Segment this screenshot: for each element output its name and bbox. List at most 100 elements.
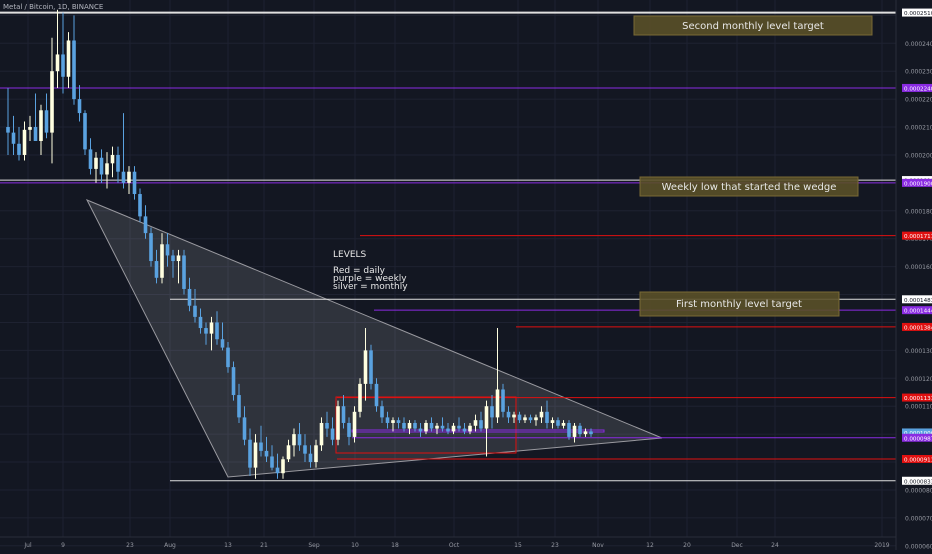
candle-body xyxy=(44,110,49,133)
chart-title: Metal / Bitcoin, 1D, BINANCE xyxy=(3,3,104,11)
candle-body xyxy=(286,445,291,460)
price-tag-label: 0.0000987 xyxy=(904,436,932,442)
candle-body xyxy=(127,171,131,183)
price-tag-bg xyxy=(902,83,932,92)
x-tick-label: 12 xyxy=(646,542,654,549)
candle-body xyxy=(308,453,313,463)
note-second-target[interactable]: Second monthly level target xyxy=(633,15,873,36)
note-box xyxy=(639,176,859,197)
candle-body xyxy=(237,395,241,418)
x-tick-label: Aug xyxy=(164,542,176,549)
candle-body xyxy=(314,445,318,463)
candle-body xyxy=(380,406,384,418)
candle-body xyxy=(39,110,43,141)
note-weekly-low[interactable]: Weekly low that started the wedge xyxy=(639,176,859,197)
x-tick-label: 23 xyxy=(126,542,134,549)
note-box xyxy=(633,15,873,36)
price-tag-label: 0.0001131 xyxy=(904,396,932,402)
candle-body xyxy=(567,422,571,437)
candle-body xyxy=(319,422,324,446)
candle-body xyxy=(347,422,351,437)
candle-body xyxy=(6,127,10,133)
candle-body xyxy=(171,255,175,262)
range-box-purple xyxy=(351,429,605,433)
candle-body xyxy=(132,171,137,195)
price-tag-bg xyxy=(902,454,932,463)
x-tick-label: 10 xyxy=(351,542,359,549)
price-tag-bg xyxy=(902,8,932,17)
candle-body xyxy=(226,347,230,368)
candle-body xyxy=(501,389,505,412)
price-tag-label: 0.0001711 xyxy=(904,234,932,240)
candle-body xyxy=(292,434,296,446)
candle-body xyxy=(561,422,566,426)
candle-body xyxy=(215,322,219,340)
candle-body xyxy=(50,71,54,133)
note-first-target[interactable]: First monthly level target xyxy=(639,291,840,317)
candle-body xyxy=(352,411,357,437)
candle-body xyxy=(94,157,98,169)
wedge-pattern xyxy=(85,199,663,478)
candle-body xyxy=(270,456,274,468)
candle-body xyxy=(11,132,16,144)
candle-body xyxy=(110,154,115,164)
candle-body xyxy=(391,420,395,423)
candle-body xyxy=(138,194,142,217)
candle-body xyxy=(424,422,428,432)
x-tick-label: Sep xyxy=(308,542,320,549)
legend-purple: purple = weekly xyxy=(333,274,407,284)
price-tag-bg xyxy=(902,322,932,331)
candle-body xyxy=(325,422,329,429)
x-tick-label: 18 xyxy=(391,542,399,549)
candle-body xyxy=(182,255,186,289)
candle-body xyxy=(534,417,538,421)
candle-body xyxy=(253,442,258,468)
candle-body xyxy=(457,425,461,429)
candle-body xyxy=(523,417,527,421)
wedge-polygon xyxy=(85,199,663,478)
price-tag-label: 0.0001384 xyxy=(904,325,932,331)
candle-body xyxy=(473,420,478,426)
candle-body xyxy=(479,420,483,429)
candle-body xyxy=(193,305,197,317)
levels-legend[interactable]: LEVELS Red = daily purple = weekly silve… xyxy=(333,250,408,292)
candle-body xyxy=(264,450,269,457)
candle-body xyxy=(407,422,412,429)
candle-body xyxy=(275,467,280,474)
candle-body xyxy=(66,40,71,77)
x-axis-ticks: Jul 9 23 Aug 13 21 Sep 10 18 Oct 15 23 Nov 12 20 Dec 24 2… xyxy=(23,542,889,549)
x-tick-label: 15 xyxy=(514,542,522,549)
candle-body xyxy=(341,406,346,423)
x-tick-label: 13 xyxy=(224,542,232,549)
candle-body xyxy=(385,417,390,423)
candle-body xyxy=(83,113,87,150)
candle-body xyxy=(72,40,76,100)
candle-body xyxy=(22,129,27,155)
x-tick-label: Dec xyxy=(731,542,743,549)
price-tag-bg xyxy=(902,433,932,442)
x-tick-label: Jul xyxy=(23,542,32,549)
candle-body xyxy=(517,414,522,421)
x-tick-label: Oct xyxy=(449,542,460,549)
candle-body xyxy=(220,339,225,348)
candle-body xyxy=(495,389,500,418)
legend-title: LEVELS xyxy=(333,250,367,260)
candle-body xyxy=(396,420,401,423)
price-tags: 0.00025100.00022400.00019100.00019000.00… xyxy=(902,8,932,485)
candle-body xyxy=(336,406,340,440)
candle-body xyxy=(330,428,335,440)
candle-body xyxy=(176,255,181,262)
candle-body xyxy=(550,420,555,423)
x-tick-label: 9 xyxy=(61,542,65,549)
price-tag-label: 0.0000911 xyxy=(904,457,932,463)
x-tick-label: 2019 xyxy=(874,542,889,549)
candle-body xyxy=(374,383,379,407)
candle-body xyxy=(303,445,307,454)
